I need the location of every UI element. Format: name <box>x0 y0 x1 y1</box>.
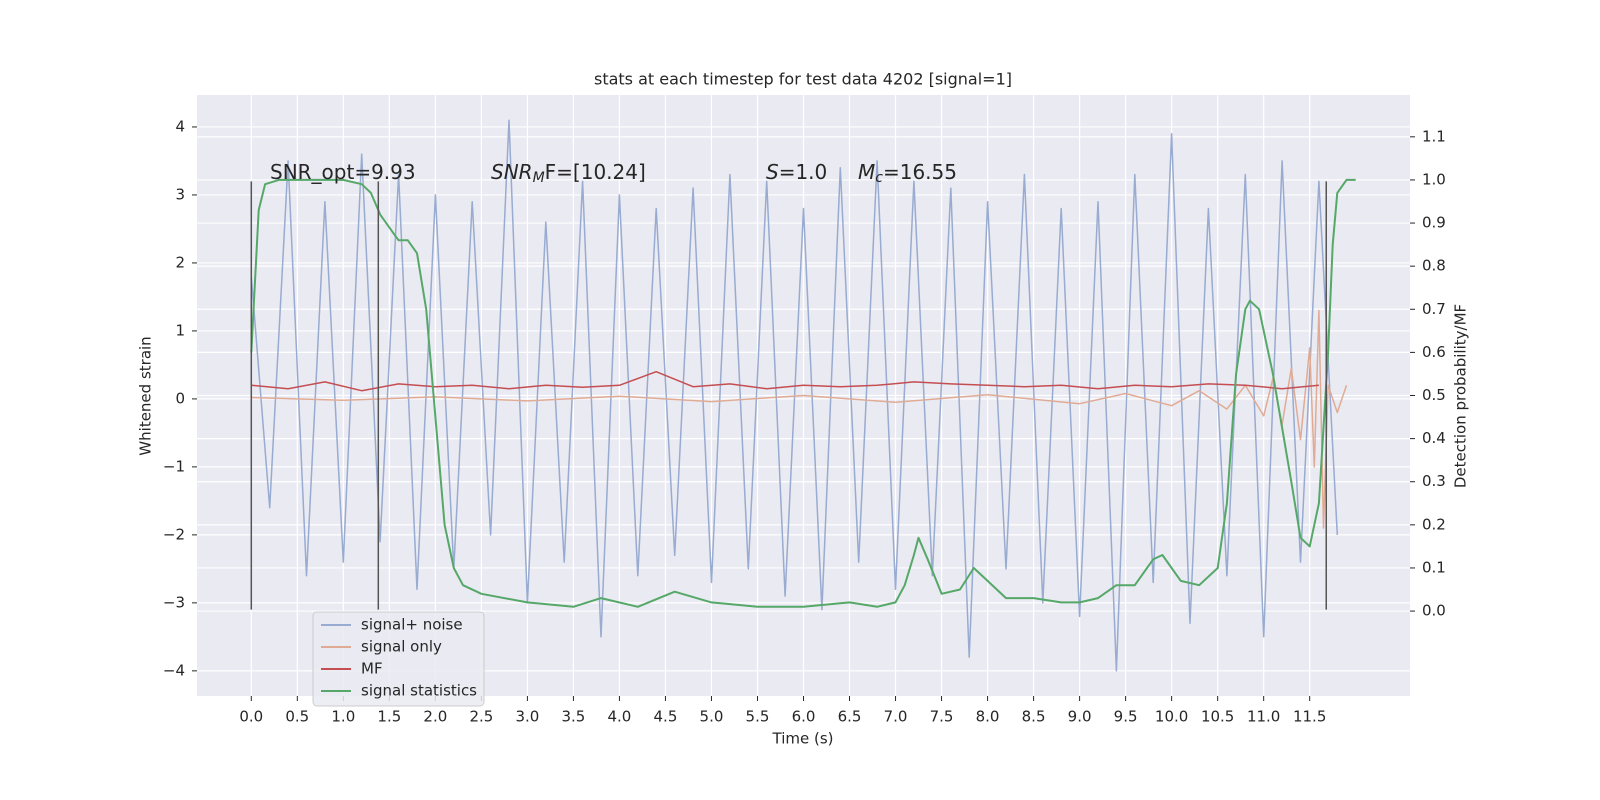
x-tick-label: 10.5 <box>1201 708 1234 726</box>
y-tick-label: 2 <box>175 253 185 271</box>
y-tick-label: −2 <box>163 525 185 543</box>
y2-tick-label: 0.7 <box>1422 300 1446 318</box>
x-tick-label: 7.0 <box>884 708 908 726</box>
legend-label: signal only <box>361 638 442 656</box>
y2-tick-label: 0.9 <box>1422 214 1446 232</box>
x-tick-label: 9.5 <box>1114 708 1138 726</box>
series-line <box>250 178 1356 608</box>
x-tick-label: 10.0 <box>1155 708 1188 726</box>
x-tick-label: 4.0 <box>608 708 632 726</box>
annotation: S=1.0 <box>766 160 827 184</box>
series-line <box>251 309 1348 529</box>
x-tick-label: 5.5 <box>746 708 770 726</box>
y-tick-label: 3 <box>175 185 185 203</box>
legend-label: signal+ noise <box>361 616 463 634</box>
x-tick-label: 7.5 <box>930 708 954 726</box>
series-line <box>250 119 1339 672</box>
x-tick-label: 8.0 <box>976 708 1000 726</box>
annotation-part: S <box>766 160 779 184</box>
annotation-part: M <box>533 170 545 186</box>
y-tick-label: −3 <box>163 593 185 611</box>
y-tick-label: 0 <box>175 389 185 407</box>
y-tick-label: −1 <box>163 457 185 475</box>
y2-tick-label: 0.6 <box>1422 343 1446 361</box>
legend-label: signal statistics <box>361 682 477 700</box>
x-tick-label: 0.5 <box>285 708 309 726</box>
x-tick-label: 4.5 <box>654 708 678 726</box>
x-tick-label: 2.5 <box>469 708 493 726</box>
annotation: SNRMF=[10.24] <box>491 160 646 187</box>
annotation-part: M <box>858 160 875 184</box>
y2-tick-label: 0.3 <box>1422 472 1446 490</box>
annotation-part: =16.55 <box>883 160 957 184</box>
y2-tick-label: 0.5 <box>1422 386 1446 404</box>
x-tick-label: 0.0 <box>239 708 263 726</box>
annotation-part: =1.0 <box>779 160 828 184</box>
legend-label: MF <box>361 660 383 678</box>
annotation-part: F=[10.24] <box>545 160 646 184</box>
annotation-part: SNR_opt=9.93 <box>270 160 416 184</box>
x-axis-label: Time (s) <box>772 730 834 748</box>
x-tick-label: 1.5 <box>377 708 401 726</box>
y-tick-label: 1 <box>175 321 185 339</box>
y-tick-label: 4 <box>175 117 185 135</box>
x-tick-label: 5.0 <box>700 708 724 726</box>
y2-tick-label: 0.2 <box>1422 515 1446 533</box>
x-tick-label: 6.0 <box>792 708 816 726</box>
annotation: Mc=16.55 <box>858 160 957 187</box>
x-tick-label: 3.5 <box>561 708 585 726</box>
y-axis-label: Whitened strain <box>137 336 155 455</box>
y-tick-label: −4 <box>163 661 185 679</box>
y2-tick-label: 0.8 <box>1422 257 1446 275</box>
y2-tick-label: 1.1 <box>1422 127 1446 145</box>
y2-axis-label: Detection probability/MF <box>1452 304 1470 488</box>
legend-box <box>312 611 485 707</box>
x-tick-label: 3.0 <box>515 708 539 726</box>
chart-title: stats at each timestep for test data 420… <box>594 70 1012 89</box>
annotation-part: SNR <box>491 160 533 184</box>
y2-tick-label: 0.4 <box>1422 429 1446 447</box>
annotation: SNR_opt=9.93 <box>270 160 416 184</box>
series-line <box>251 370 1319 392</box>
x-tick-label: 6.5 <box>838 708 862 726</box>
x-tick-label: 9.0 <box>1068 708 1092 726</box>
x-tick-label: 11.5 <box>1293 708 1326 726</box>
y2-tick-label: 1.0 <box>1422 170 1446 188</box>
annotation-part: c <box>875 170 883 186</box>
y2-tick-label: 0.0 <box>1422 602 1446 620</box>
x-tick-label: 1.0 <box>331 708 355 726</box>
x-tick-label: 11.0 <box>1247 708 1280 726</box>
x-tick-label: 2.0 <box>423 708 447 726</box>
y2-tick-label: 0.1 <box>1422 558 1446 576</box>
x-tick-label: 8.5 <box>1022 708 1046 726</box>
